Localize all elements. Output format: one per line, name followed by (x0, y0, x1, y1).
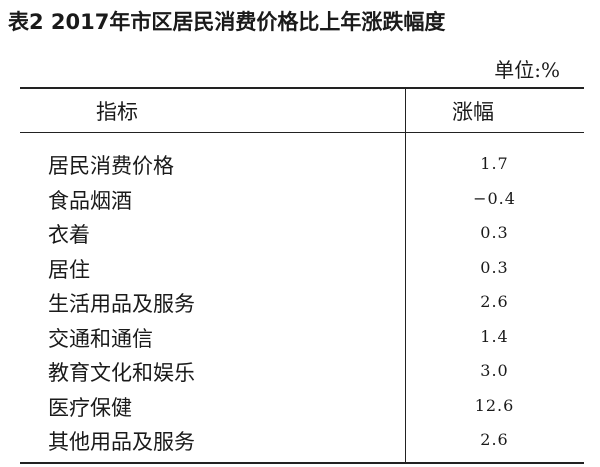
row-label: 食品烟酒 (48, 188, 132, 213)
row-value: −0.4 (473, 188, 516, 208)
row-value: 1.7 (480, 154, 509, 173)
row-label: 生活用品及服务 (48, 292, 195, 316)
row-value: 2.6 (480, 430, 509, 449)
row-value: 12.6 (474, 395, 515, 415)
row-label: 衣着 (48, 223, 90, 247)
top-rule (20, 87, 584, 89)
row-value: 0.3 (480, 257, 509, 277)
row-label: 居民消费价格 (48, 154, 174, 178)
unit-note: 单位:% (494, 58, 560, 82)
header-cell: 涨幅 (452, 100, 494, 124)
row-label: 其他用品及服务 (48, 430, 195, 454)
column-divider (405, 88, 406, 464)
header-cell: 指标 (96, 100, 138, 124)
row-value: 2.6 (480, 292, 509, 311)
row-label: 交通和通信 (48, 326, 153, 351)
row-value: 0.3 (480, 223, 509, 242)
row-label: 医疗保健 (48, 395, 132, 420)
bottom-rule (20, 462, 584, 464)
row-label: 居住 (48, 257, 90, 282)
row-label: 教育文化和娱乐 (48, 361, 195, 385)
table-title: 表2 2017年市区居民消费价格比上年涨跌幅度 (8, 10, 446, 34)
row-value: 3.0 (480, 361, 509, 380)
row-value: 1.4 (480, 326, 509, 346)
header-rule (20, 132, 584, 133)
